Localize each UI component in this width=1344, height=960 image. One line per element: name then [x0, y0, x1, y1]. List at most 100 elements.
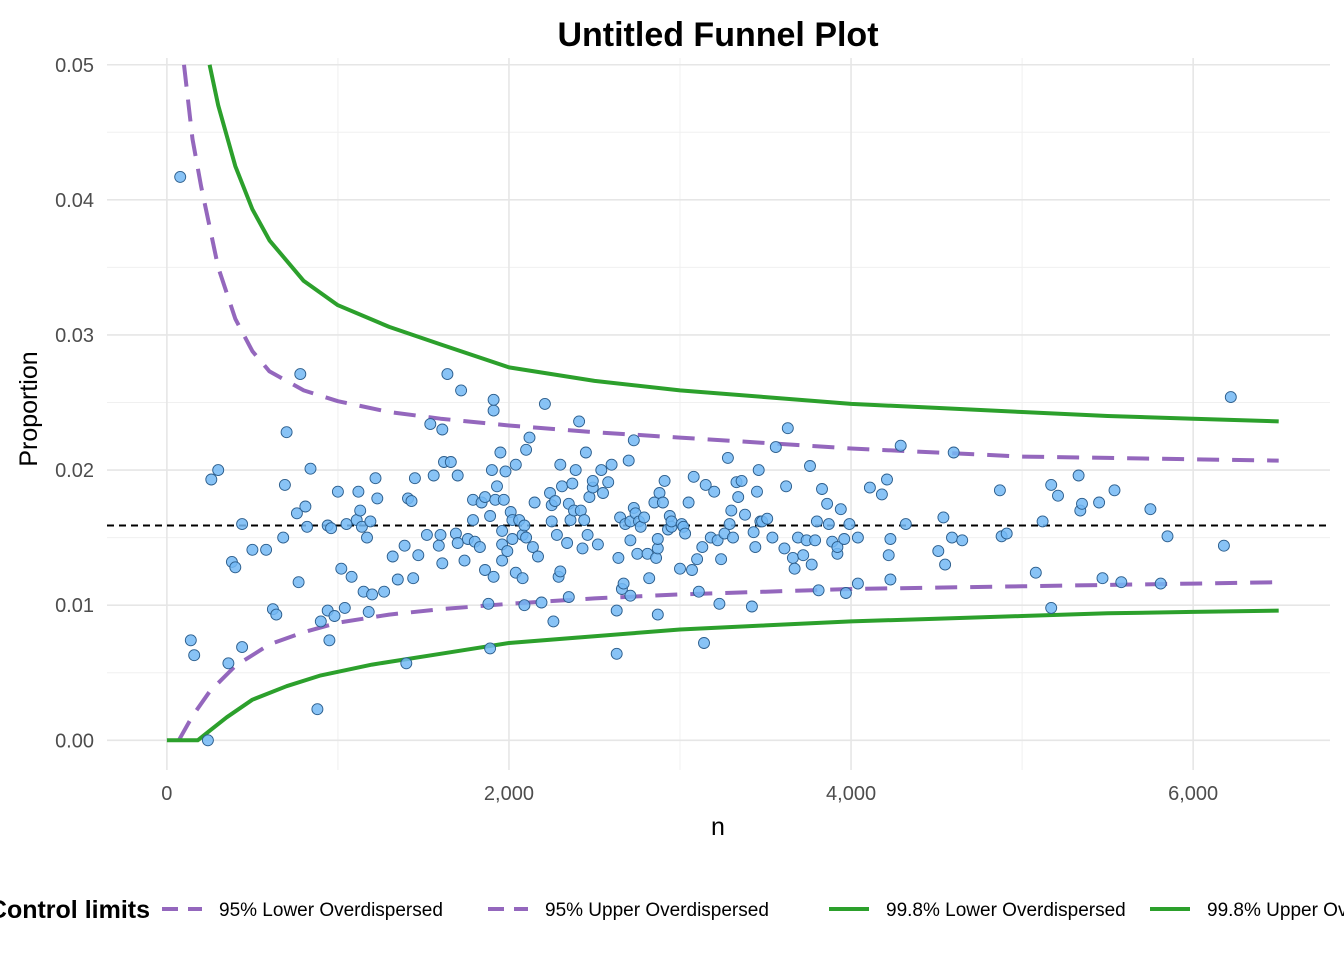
data-point — [378, 585, 391, 598]
data-point — [624, 534, 637, 547]
data-point — [797, 549, 810, 562]
data-point — [496, 554, 509, 567]
data-point — [627, 434, 640, 447]
data-point — [547, 615, 560, 628]
data-point — [576, 542, 589, 555]
data-point — [545, 515, 558, 528]
legend-item: 99.8% Upper Overdispersed — [1150, 900, 1344, 921]
data-point — [781, 422, 794, 435]
data-point — [696, 541, 709, 554]
data-point — [769, 441, 782, 454]
data-point — [1000, 527, 1013, 540]
data-point — [1161, 530, 1174, 543]
data-point — [1029, 566, 1042, 579]
data-point — [432, 539, 445, 552]
x-tick-label: 4,000 — [826, 783, 876, 805]
y-tick-label: 0.02 — [55, 460, 94, 482]
data-point — [328, 610, 341, 622]
data-point — [725, 504, 738, 517]
data-point — [479, 564, 491, 576]
data-point — [549, 495, 562, 508]
data-point — [222, 657, 235, 670]
data-point — [809, 534, 822, 547]
data-point — [745, 600, 758, 613]
data-point — [1036, 515, 1049, 528]
y-tick-label: 0.00 — [55, 730, 94, 752]
data-point — [721, 451, 734, 464]
data-point — [749, 541, 762, 554]
data-point — [591, 538, 604, 551]
legend-item: 99.8% Lower Overdispersed — [829, 900, 1126, 921]
data-point — [863, 481, 876, 494]
data-point — [838, 533, 851, 545]
data-point — [407, 572, 420, 585]
data-point — [605, 458, 618, 471]
grid-lines — [107, 58, 1330, 770]
data-point — [597, 487, 609, 499]
data-point — [956, 534, 969, 547]
data-point — [851, 577, 864, 590]
legend-label: 95% Lower Overdispersed — [219, 900, 443, 921]
data-point — [610, 604, 623, 617]
data-point — [277, 531, 290, 544]
data-point — [294, 368, 307, 381]
data-point — [561, 537, 574, 549]
y-tick-label: 0.01 — [55, 595, 94, 617]
data-point — [509, 458, 522, 471]
y-tick-label: 0.05 — [55, 55, 94, 77]
data-point — [299, 500, 312, 513]
data-point — [400, 657, 413, 670]
data-point — [516, 572, 529, 585]
data-point — [424, 418, 437, 431]
data-point — [573, 415, 586, 428]
data-point — [937, 511, 950, 524]
data-point — [610, 647, 623, 660]
data-point — [304, 462, 317, 475]
data-point — [528, 496, 541, 509]
data-point — [280, 426, 293, 439]
control-limit-lines — [166, 64, 1279, 743]
data-point — [804, 460, 816, 472]
data-point — [612, 551, 625, 564]
tick-labels: 0 2,000 4,000 6,000 0.00 0.01 0.02 0.03 0.04 0.05 — [55, 55, 1218, 805]
data-point — [484, 510, 497, 522]
data-point — [526, 541, 539, 554]
data-point — [939, 558, 952, 571]
data-point — [345, 570, 358, 583]
data-point — [335, 562, 348, 575]
data-point — [520, 443, 533, 456]
data-point — [624, 589, 637, 602]
data-point — [786, 551, 799, 564]
data-point — [434, 528, 447, 541]
data-point — [386, 550, 399, 563]
data-point — [364, 515, 377, 528]
data-point — [494, 446, 507, 459]
data-point — [485, 464, 498, 477]
data-point — [686, 564, 698, 576]
data-point — [1052, 489, 1064, 502]
data-point — [1045, 601, 1058, 614]
data-point — [354, 504, 367, 517]
data-point — [201, 734, 214, 747]
data-point — [732, 491, 745, 504]
data-point — [679, 527, 692, 540]
control-limit-line — [177, 580, 1279, 742]
data-point — [834, 503, 847, 516]
data-point — [174, 170, 187, 183]
data-point — [391, 573, 404, 586]
data-point — [751, 485, 763, 498]
data-point — [569, 464, 582, 477]
data-point — [554, 565, 567, 578]
data-point — [622, 454, 635, 467]
data-point — [229, 561, 242, 574]
data-point — [331, 485, 344, 498]
data-point — [884, 533, 897, 545]
data-point — [993, 484, 1006, 497]
data-point — [398, 539, 411, 552]
data-point — [473, 541, 486, 554]
data-point — [501, 545, 514, 558]
data-point — [496, 524, 509, 537]
data-point — [487, 404, 500, 417]
legend-label: 95% Upper Overdispersed — [545, 900, 769, 921]
